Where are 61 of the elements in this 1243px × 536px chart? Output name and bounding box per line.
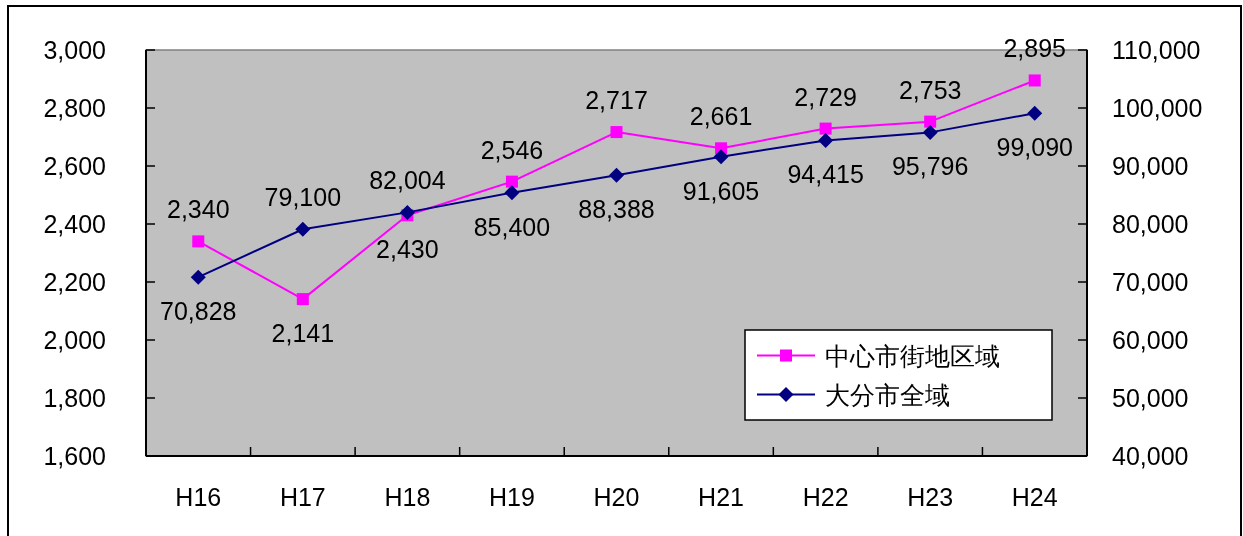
x-tick-label: H19: [489, 483, 535, 511]
x-tick-label: H21: [698, 483, 744, 511]
point: [922, 124, 938, 140]
x-tick-label: H18: [384, 483, 431, 511]
point: [819, 122, 832, 135]
data-label: 70,828: [160, 297, 237, 326]
data-label: 85,400: [473, 212, 551, 241]
point: [504, 185, 520, 201]
data-label: 95,796: [891, 152, 969, 181]
data-label: 91,605: [682, 176, 760, 205]
point: [190, 269, 206, 285]
point: [505, 175, 518, 188]
y-tick-label: 3,000: [43, 36, 106, 64]
data-label: 88,388: [578, 195, 655, 224]
y-tick-label: 2,400: [43, 210, 106, 238]
data-label: 2,717: [585, 86, 648, 115]
y2-tick-label: 80,000: [1112, 210, 1189, 238]
data-label: 2,895: [1003, 34, 1066, 63]
x-tick-label: H17: [279, 483, 326, 511]
data-label: 2,546: [480, 135, 544, 164]
x-tick-label: H23: [907, 483, 954, 511]
data-label: 2,141: [271, 319, 335, 348]
legend-label: 中心市街地区域: [825, 341, 1000, 370]
legend-label: 大分市全域: [825, 380, 950, 409]
data-label: 82,004: [369, 166, 446, 195]
y-tick-label: 2,800: [43, 94, 106, 122]
y-tick-label: 1,600: [43, 442, 106, 470]
data-label: 79,100: [264, 183, 342, 212]
point: [924, 115, 937, 128]
point: [713, 149, 729, 165]
y-tick-label: 2,200: [43, 268, 106, 296]
y-tick-label: 2,600: [43, 152, 106, 180]
x-tick-label: H22: [802, 483, 849, 511]
point: [818, 132, 834, 148]
data-label: 94,415: [787, 160, 864, 189]
y2-tick-label: 60,000: [1112, 326, 1189, 354]
x-tick-label: H24: [1011, 483, 1058, 511]
data-label: 2,340: [167, 195, 230, 224]
y2-tick-label: 70,000: [1112, 268, 1189, 296]
point: [295, 221, 311, 237]
y2-tick-label: 50,000: [1112, 384, 1189, 412]
point: [610, 126, 623, 139]
y2-tick-label: 100,000: [1112, 94, 1203, 122]
data-label: 2,729: [794, 82, 857, 111]
y-tick-label: 2,000: [43, 326, 106, 354]
data-label: 2,661: [689, 102, 753, 131]
y2-tick-label: 40,000: [1112, 442, 1189, 470]
point: [1027, 105, 1043, 121]
data-label: 2,753: [898, 75, 962, 104]
point: [1028, 74, 1041, 87]
point: [296, 293, 309, 306]
point: [399, 204, 415, 220]
data-label: 99,090: [996, 133, 1073, 162]
y-tick-label: 1,800: [43, 384, 106, 412]
x-tick-label: H20: [593, 483, 640, 511]
x-tick-label: H16: [175, 483, 222, 511]
y2-tick-label: 90,000: [1112, 152, 1189, 180]
point: [609, 167, 624, 183]
data-label: 2,430: [376, 235, 439, 264]
point: [192, 235, 205, 248]
y2-tick-label: 110,000: [1112, 36, 1201, 64]
